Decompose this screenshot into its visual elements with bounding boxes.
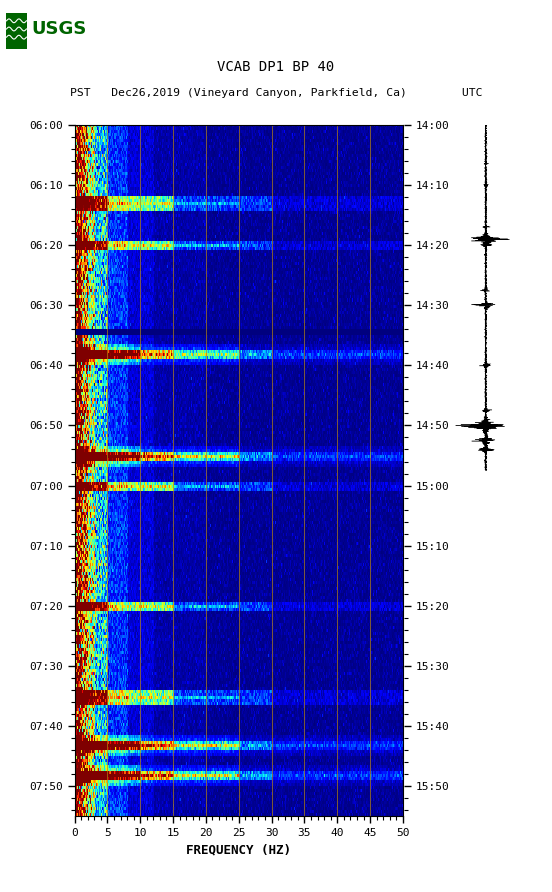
X-axis label: FREQUENCY (HZ): FREQUENCY (HZ) (186, 844, 291, 856)
Text: USGS: USGS (31, 20, 87, 38)
Text: PST   Dec26,2019 (Vineyard Canyon, Parkfield, Ca)        UTC: PST Dec26,2019 (Vineyard Canyon, Parkfie… (70, 87, 482, 98)
FancyBboxPatch shape (6, 12, 28, 49)
Text: VCAB DP1 BP 40: VCAB DP1 BP 40 (217, 60, 335, 74)
